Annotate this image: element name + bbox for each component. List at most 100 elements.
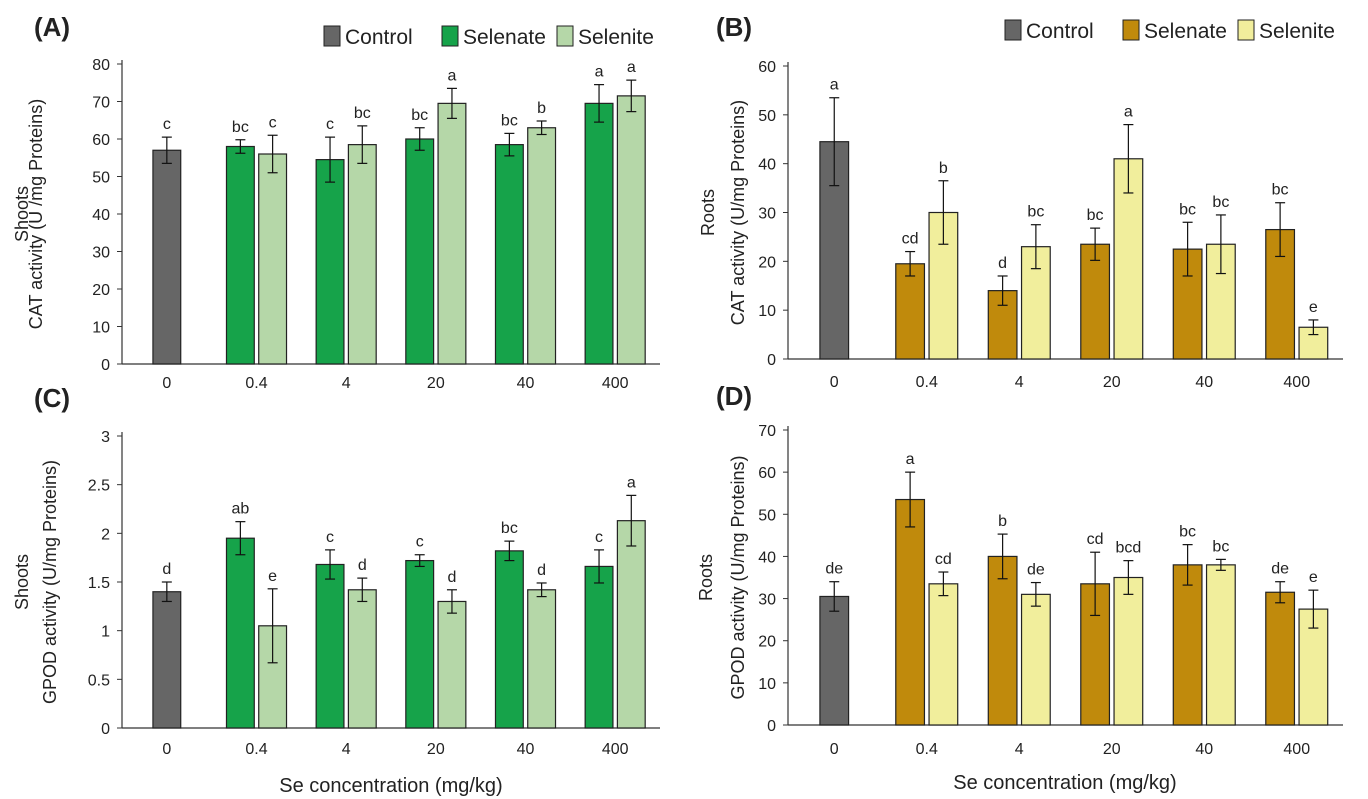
x-tick-label: 0.4	[245, 375, 267, 392]
bar	[347, 144, 377, 365]
legend: Control Selenate Selenite	[323, 25, 654, 49]
significance-letter: bc	[1179, 524, 1196, 541]
y-axis-title: Shoots	[12, 186, 32, 242]
significance-letter: c	[163, 116, 171, 133]
significance-letter: a	[627, 59, 636, 76]
significance-letter: b	[939, 160, 948, 177]
panel-label: (D)	[716, 381, 752, 411]
y-tick-label: 0	[101, 357, 110, 374]
significance-letter: d	[537, 562, 546, 579]
y-tick-label: 50	[92, 170, 110, 187]
significance-letter: de	[1271, 561, 1289, 578]
bar	[405, 559, 435, 729]
bar	[494, 550, 524, 729]
y-axis-subtitle: GPOD activity (U/mg Proteins)	[728, 455, 748, 699]
panel-label: (A)	[34, 12, 70, 42]
significance-letter: d	[448, 569, 457, 586]
legend-label: Selenite	[1259, 20, 1335, 43]
bar	[928, 583, 959, 726]
bar	[527, 589, 557, 729]
x-tick-label: 20	[427, 741, 445, 758]
bar	[1205, 564, 1236, 726]
x-tick-label: 0.4	[916, 741, 938, 758]
significance-letter: bc	[1212, 538, 1229, 555]
x-tick-label: 0	[162, 741, 171, 758]
legend-label: Selenate	[463, 26, 546, 49]
bar	[225, 537, 255, 729]
panel-B: (B) Roots CAT activity (U/mg Proteins) 0 10 2…	[698, 12, 1343, 391]
panel-label: (B)	[716, 12, 752, 42]
bar	[1080, 243, 1111, 360]
bar	[225, 145, 255, 365]
bar	[437, 600, 467, 729]
x-tick-label: 400	[602, 375, 629, 392]
y-tick-label: 10	[758, 303, 776, 320]
x-tick-label: 4	[1015, 374, 1024, 391]
significance-letter: bc	[1027, 204, 1044, 221]
y-tick-label: 10	[758, 676, 776, 693]
y-tick-label: 0	[767, 352, 776, 369]
x-tick-label: 0.4	[916, 374, 938, 391]
significance-letter: de	[1027, 562, 1045, 579]
bar	[1113, 576, 1144, 726]
y-tick-label: 60	[92, 132, 110, 149]
bar	[258, 153, 288, 365]
bar	[347, 589, 377, 729]
x-tick-label: 20	[427, 375, 445, 392]
x-tick-label: 0	[830, 374, 839, 391]
bar	[584, 565, 614, 729]
significance-letter: cd	[1087, 531, 1104, 548]
y-axis-title: Shoots	[12, 554, 32, 610]
significance-letter: a	[448, 67, 457, 84]
legend-swatch	[556, 25, 574, 47]
significance-letter: c	[269, 114, 277, 131]
y-tick-label: 2	[101, 526, 110, 543]
legend-label: Control	[1026, 20, 1094, 43]
significance-letter: a	[595, 64, 604, 81]
significance-letter: bc	[1179, 201, 1196, 218]
bar	[315, 563, 345, 729]
y-axis-title: Roots	[698, 189, 718, 236]
y-tick-label: 2.5	[88, 478, 110, 495]
significance-letter: bc	[232, 119, 249, 136]
legend-swatch	[1004, 19, 1022, 41]
y-tick-label: 0	[101, 721, 110, 738]
significance-letter: bc	[354, 105, 371, 122]
y-tick-label: 0	[767, 718, 776, 735]
significance-letter: bc	[1087, 207, 1104, 224]
x-tick-label: 40	[517, 375, 535, 392]
y-tick-label: 40	[92, 207, 110, 224]
y-tick-label: 40	[758, 549, 776, 566]
bar	[616, 520, 646, 729]
significance-letter: cd	[902, 231, 919, 248]
x-tick-label: 0	[830, 741, 839, 758]
significance-letter: a	[627, 474, 636, 491]
significance-letter: bc	[411, 107, 428, 124]
legend-swatch	[323, 25, 341, 47]
legend-label: Control	[345, 26, 413, 49]
y-axis-title: Roots	[696, 554, 716, 601]
y-tick-label: 0.5	[88, 672, 110, 689]
significance-letter: c	[326, 529, 334, 546]
significance-letter: e	[1309, 569, 1318, 586]
bar	[1020, 593, 1051, 726]
significance-letter: c	[595, 529, 603, 546]
y-tick-label: 30	[758, 592, 776, 609]
legend-swatch	[1237, 19, 1255, 41]
y-axis-subtitle: GPOD activity (U/mg Proteins)	[40, 460, 60, 704]
panel-D: (D) Roots GPOD activity (U/mg Proteins) 0 10…	[696, 381, 1343, 758]
y-tick-label: 50	[758, 108, 776, 125]
y-tick-label: 60	[758, 465, 776, 482]
bar	[315, 159, 345, 365]
significance-letter: de	[825, 561, 843, 578]
x-tick-label: 4	[342, 741, 351, 758]
y-tick-label: 1.5	[88, 575, 110, 592]
significance-letter: bcd	[1115, 540, 1141, 557]
panel-C: (C) Shoots GPOD activity (U/mg Proteins) 0 0…	[12, 383, 660, 758]
y-tick-label: 3	[101, 429, 110, 446]
bar	[152, 149, 182, 365]
y-tick-label: 1	[101, 624, 110, 641]
y-tick-label: 20	[758, 634, 776, 651]
significance-letter: c	[326, 116, 334, 133]
